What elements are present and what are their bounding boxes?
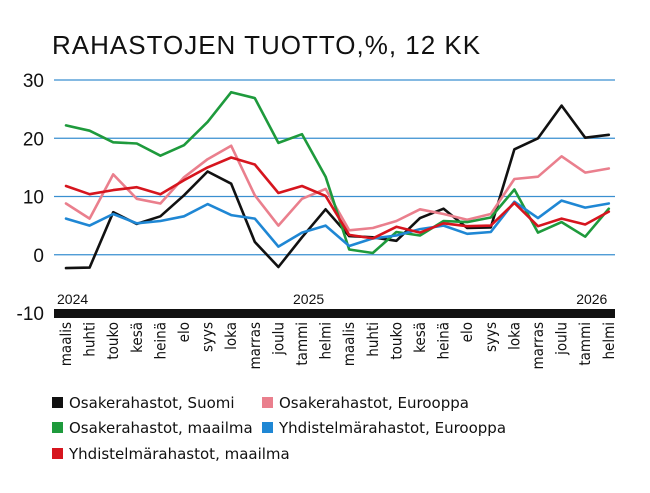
x-tick-label: maalis <box>57 322 75 366</box>
x-tick-label: touko <box>387 322 405 360</box>
x-tick-label: touko <box>104 322 122 360</box>
x-tick-label: helmi <box>600 322 618 360</box>
x-tick-label: maalis <box>340 322 358 366</box>
y-tick-label: 10 <box>23 188 44 209</box>
legend-swatch <box>52 397 63 408</box>
year-label: 2025 <box>293 291 324 307</box>
x-tick-label: helmi <box>317 322 335 360</box>
series-line <box>64 199 611 248</box>
x-tick-label: huhti <box>81 322 99 357</box>
legend-swatch <box>52 422 63 433</box>
x-tick-label: kesä <box>128 322 146 353</box>
x-axis-bar <box>54 309 615 318</box>
y-tick-label: -10 <box>17 304 44 325</box>
x-tick-label: heinä <box>435 322 453 359</box>
x-tick-label: heinä <box>151 322 169 359</box>
series-line <box>64 156 611 240</box>
x-tick-label: kesä <box>411 322 429 353</box>
legend-label: Osakerahastot, maailma <box>69 419 253 437</box>
chart-title: RAHASTOJEN TUOTTO,%, 12 KK <box>52 30 481 60</box>
legend-swatch <box>262 397 273 408</box>
y-axis-ticks: 30 20 10 0 -10 <box>17 71 44 325</box>
x-tick-label: tammi <box>576 322 594 366</box>
y-tick-label: 20 <box>23 129 44 150</box>
legend-label: Osakerahastot, Eurooppa <box>279 394 469 412</box>
series-line <box>64 90 611 255</box>
year-label: 2024 <box>57 291 88 307</box>
legend-label: Yhdistelmärahastot, Eurooppa <box>278 419 506 437</box>
x-tick-label: elo <box>175 322 193 342</box>
year-label: 2026 <box>576 291 607 307</box>
gridlines <box>54 79 615 256</box>
x-tick-label: marras <box>529 322 547 370</box>
x-tick-label: elo <box>458 322 476 342</box>
y-tick-label: 0 <box>33 246 44 267</box>
x-tick-label: joulu <box>553 322 571 356</box>
x-tick-label: loka <box>222 322 240 350</box>
x-tick-label: huhti <box>364 322 382 357</box>
x-tick-label: syys <box>199 322 217 352</box>
x-tick-label: marras <box>246 322 264 370</box>
legend: Osakerahastot, Suomi Osakerahastot, Euroo… <box>52 394 506 463</box>
x-tick-label: joulu <box>269 322 287 356</box>
y-tick-label: 30 <box>23 71 44 92</box>
x-tick-label: tammi <box>293 322 311 366</box>
legend-label: Yhdistelmärahastot, maailma <box>68 445 290 463</box>
legend-swatch <box>52 448 63 459</box>
legend-label: Osakerahastot, Suomi <box>69 394 235 412</box>
x-tick-label: syys <box>482 322 500 352</box>
series-lines <box>64 90 611 270</box>
x-tick-label: loka <box>505 322 523 350</box>
x-axis-ticks: maalis huhti touko kesä heinä elo syys loka marr… <box>57 322 618 370</box>
series-line <box>64 104 611 270</box>
legend-swatch <box>262 422 273 433</box>
year-labels: 2024 2025 2026 <box>57 291 608 307</box>
